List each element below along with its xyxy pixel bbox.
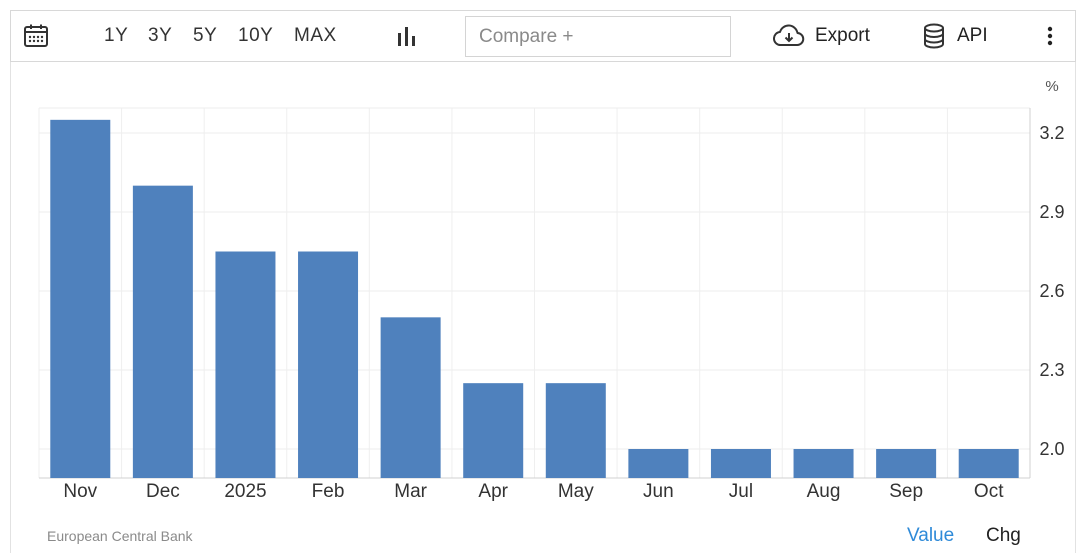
range-5y-button[interactable]: 5Y	[193, 25, 218, 46]
bar-2025[interactable]	[215, 251, 276, 479]
cloud-download-icon	[773, 24, 805, 46]
bar-chart-icon	[398, 27, 415, 46]
y-tick-label: 2.3	[1039, 360, 1064, 380]
api-label: API	[957, 25, 988, 46]
x-tick-label: Nov	[63, 481, 97, 502]
y-axis-labels: 2.0 2.3 2.6 2.9 3.2	[1039, 123, 1064, 459]
api-button[interactable]: API	[923, 11, 988, 61]
range-max-button[interactable]: MAX	[294, 25, 337, 46]
y-tick-label: 2.6	[1039, 281, 1064, 301]
x-tick-label: Apr	[478, 481, 508, 502]
x-tick-label: Sep	[889, 481, 923, 502]
chart-grid	[38, 107, 1031, 479]
x-tick-label: Oct	[974, 481, 1004, 502]
x-axis-labels: Nov Dec 2025 Feb Mar Apr May Jun Jul Aug Sep Oct	[63, 481, 1004, 502]
bar-apr[interactable]	[463, 383, 524, 478]
bar-jul[interactable]	[710, 449, 771, 478]
chart-frame	[10, 62, 1076, 553]
x-tick-label: Aug	[807, 481, 841, 502]
range-3y-button[interactable]: 3Y	[148, 25, 173, 46]
bar-aug[interactable]	[793, 449, 854, 478]
range-10y-button[interactable]: 10Y	[238, 25, 274, 46]
kebab-menu-icon	[1047, 26, 1053, 46]
source-label: European Central Bank	[47, 528, 193, 544]
x-tick-label: May	[558, 481, 594, 502]
calendar-button[interactable]	[23, 11, 49, 61]
y-tick-label: 2.9	[1039, 202, 1064, 222]
bar-jun[interactable]	[628, 449, 689, 478]
chart-type-button[interactable]	[397, 11, 417, 61]
bar-may[interactable]	[545, 383, 606, 478]
chart-toolbar: 1Y 3Y 5Y 10Y MAX Export API	[10, 10, 1076, 62]
x-tick-label: Jun	[643, 481, 674, 502]
compare-input[interactable]	[465, 16, 731, 57]
y-tick-label: 3.2	[1039, 123, 1064, 143]
x-tick-label: Jul	[729, 481, 753, 502]
value-mode-button[interactable]: Value	[907, 525, 955, 546]
export-button[interactable]: Export	[773, 11, 870, 61]
export-label: Export	[815, 25, 870, 46]
chart-bars	[50, 119, 1019, 479]
bar-nov[interactable]	[50, 119, 111, 478]
x-tick-label: Mar	[394, 481, 427, 502]
x-tick-label: Dec	[146, 481, 180, 502]
range-1y-button[interactable]: 1Y	[104, 25, 129, 46]
y-tick-label: 2.0	[1039, 439, 1064, 459]
bar-dec[interactable]	[132, 185, 193, 478]
x-tick-label: Feb	[312, 481, 345, 502]
x-tick-label: 2025	[224, 481, 266, 502]
bar-oct[interactable]	[958, 449, 1019, 478]
more-options-button[interactable]	[1047, 11, 1053, 61]
bar-mar[interactable]	[380, 317, 441, 478]
bar-sep[interactable]	[876, 449, 937, 478]
y-axis-unit: %	[1045, 78, 1058, 95]
bar-feb[interactable]	[298, 251, 359, 479]
database-icon	[924, 23, 944, 49]
calendar-icon	[24, 24, 48, 47]
chg-mode-button[interactable]: Chg	[986, 525, 1021, 546]
